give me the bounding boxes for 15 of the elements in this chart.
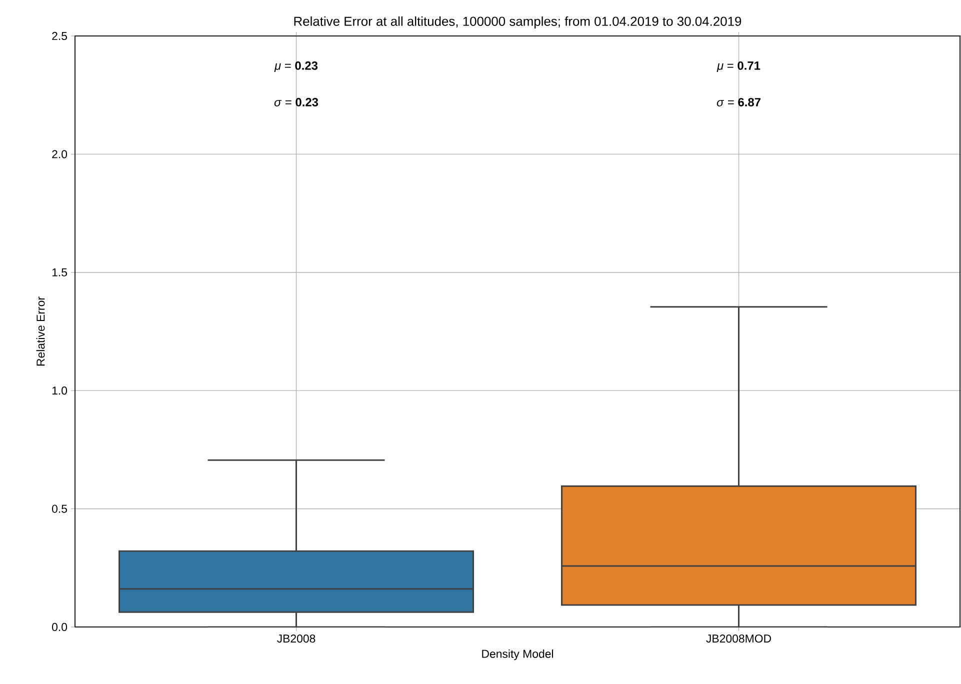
y-tick-label: 2.5 [52, 32, 68, 40]
y-tick-label: 0.0 [52, 622, 68, 632]
y-tick-label: 2.0 [52, 150, 68, 158]
annotation: σ = 6.87 [716, 98, 760, 106]
annotation: σ = 0.23 [274, 98, 318, 106]
x-axis-title: Density Model [482, 649, 554, 660]
y-tick-label: 0.5 [52, 504, 68, 513]
annotation: μ = 0.71 [716, 61, 760, 72]
y-tick-label: 1.0 [52, 386, 68, 395]
y-tick-label: 1.5 [52, 268, 68, 276]
chart-title: Relative Error at all altitudes, 100000 samples; from 01.04.2019 to 30.04.2019 [294, 16, 742, 28]
x-tick-label: JB2008 [277, 634, 316, 643]
x-tick-label: JB2008MOD [706, 634, 771, 643]
y-axis-title: Relative Error [36, 296, 45, 366]
annotation: μ = 0.23 [274, 61, 318, 72]
